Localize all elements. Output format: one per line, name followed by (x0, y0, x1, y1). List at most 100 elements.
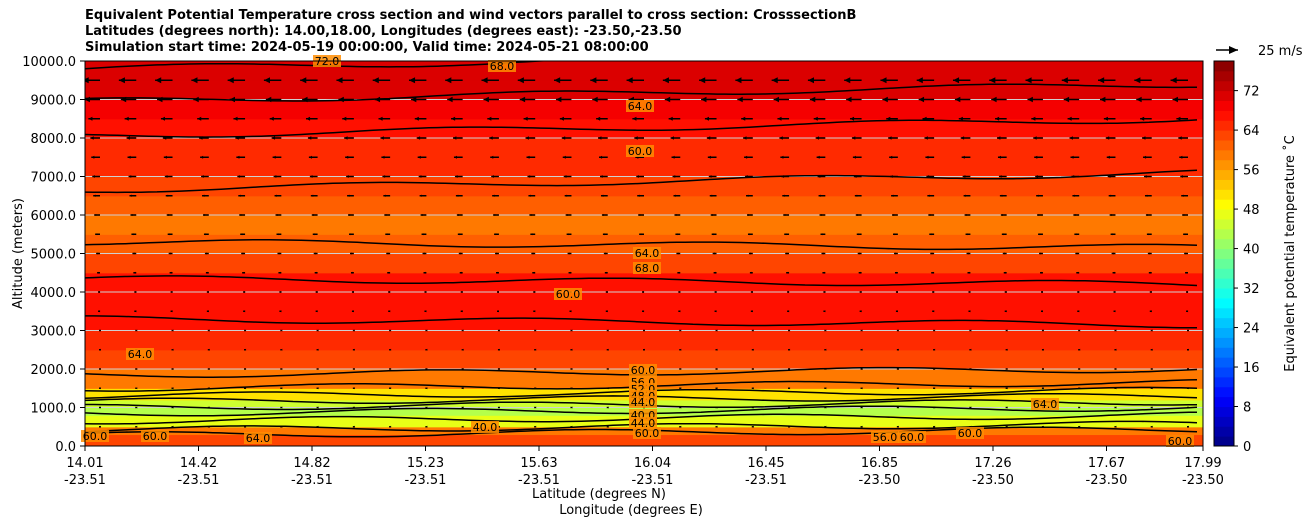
wind-vector-head (269, 116, 274, 121)
wind-vector-head (962, 175, 966, 178)
contour-line (85, 61, 554, 70)
x-tick-label-latitude: 17.26 (974, 456, 1011, 471)
wind-vector-head (664, 96, 671, 103)
contour-label-bg (629, 396, 657, 408)
contour-line (85, 315, 1198, 329)
wind-vector-head (1072, 194, 1075, 197)
wind-vector-head (388, 291, 391, 293)
contour-label: 64.0 (628, 100, 653, 113)
wind-vector-head (1187, 348, 1189, 351)
wind-vector-head (824, 425, 827, 428)
wind-vector-head (598, 136, 602, 140)
x-tick-label-latitude: 16.45 (747, 456, 784, 471)
wind-vector-head (170, 291, 173, 293)
x-tick-label-latitude: 15.23 (407, 456, 444, 471)
theta-e-band (85, 349, 1203, 370)
wind-vector-head (996, 136, 1001, 140)
wind-vector-head (1005, 329, 1008, 332)
wind-vector-head (632, 116, 637, 121)
x-axis: 14.01 -23.51 14.42 -23.51 14.82 -23.51 15.23 -2… (64, 446, 1224, 488)
wind-vector-head (1149, 310, 1152, 313)
wind-vector-head (786, 271, 789, 274)
wind-vector-head (280, 425, 283, 428)
wind-vector-head (1136, 96, 1142, 103)
wind-vector-head (135, 406, 138, 409)
wind-vector-head (193, 96, 199, 103)
wind-vector-head (127, 155, 131, 159)
wind-vector-head (896, 368, 899, 370)
wind-vector-head (859, 310, 862, 313)
wind-vector-head (351, 291, 354, 293)
wind-vector-head (569, 310, 572, 313)
contour-line (85, 119, 1198, 138)
wind-vector-head (497, 348, 500, 351)
wind-vector-head (134, 310, 137, 313)
wind-vector-head (851, 136, 856, 140)
colorbar-tick-label: 32 (1243, 282, 1260, 297)
wind-vector-head (1005, 406, 1008, 409)
wind-vector-head (350, 271, 353, 274)
wind-vector-head (751, 387, 754, 390)
wind-vector-head (207, 348, 210, 351)
wind-vector-head (821, 252, 824, 255)
wind-vector-head (1069, 136, 1073, 140)
wind-vector-head (929, 233, 932, 236)
wind-vector-head (410, 96, 417, 103)
wind-vector-head (933, 368, 936, 370)
wind-vector-head (456, 213, 459, 217)
wind-vector-head (777, 116, 782, 121)
wind-vector-head (746, 213, 750, 217)
wind-vector-head (714, 291, 717, 293)
wind-vector-head (191, 77, 198, 84)
wind-vector-head (497, 368, 500, 370)
colorbar-tick-label: 0 (1243, 440, 1251, 455)
wind-vector-head (316, 368, 319, 370)
wind-vector-head (166, 213, 169, 217)
wind-vector-head (313, 252, 316, 255)
wind-vector-head (965, 233, 968, 236)
x-tick-label-longitude: -23.50 (972, 473, 1014, 488)
wind-vector-head (1025, 77, 1032, 84)
x-tick-label-latitude: 17.67 (1088, 456, 1125, 471)
wind-vector-head (312, 233, 315, 236)
wind-vector-head (966, 252, 969, 255)
wind-vector-head (954, 96, 961, 103)
wind-vector-head (606, 348, 609, 351)
colorbar-segment (1214, 416, 1234, 427)
wind-vector-head (1186, 310, 1189, 313)
wind-vector-head (265, 96, 272, 103)
contour-label-bg (244, 432, 272, 444)
wind-vector-head (1067, 116, 1072, 121)
wind-vector-head (461, 387, 464, 390)
wind-vector-head (99, 387, 101, 390)
wind-vector-head (860, 406, 863, 409)
wind-vector-head (342, 116, 347, 121)
theta-e-band (85, 215, 1203, 235)
wind-vector-head (315, 310, 318, 313)
wind-vector-head (967, 271, 970, 274)
wind-vector-head (918, 96, 925, 103)
wind-vector-head (169, 271, 172, 274)
colorbar-tick-label: 16 (1243, 361, 1260, 376)
wind-vector-head (816, 155, 820, 159)
colorbar-segment (1214, 307, 1234, 319)
y-tick-label: 10000.0 (22, 55, 76, 70)
y-tick-label: 7000.0 (31, 171, 77, 186)
colorbar-tick-label: 24 (1243, 322, 1260, 337)
wind-vector-head (715, 368, 718, 370)
colorbar-segment (1214, 426, 1234, 437)
wind-vector-head (932, 310, 935, 313)
wind-vector-head (1033, 136, 1037, 140)
wind-vector-head (743, 136, 747, 140)
wind-vector-head (126, 136, 130, 140)
wind-vector-head (711, 233, 714, 236)
wind-vector-head (817, 175, 821, 178)
x-axis-title-latitude: Latitude (degrees N) (532, 487, 666, 502)
wind-vector-head (1070, 155, 1074, 159)
quiver-key: 25 m/s (1216, 44, 1303, 59)
wind-vector-head (424, 291, 427, 293)
wind-vector-head (271, 136, 276, 140)
contour-label-bg (471, 421, 499, 433)
contour-line (85, 239, 1198, 251)
